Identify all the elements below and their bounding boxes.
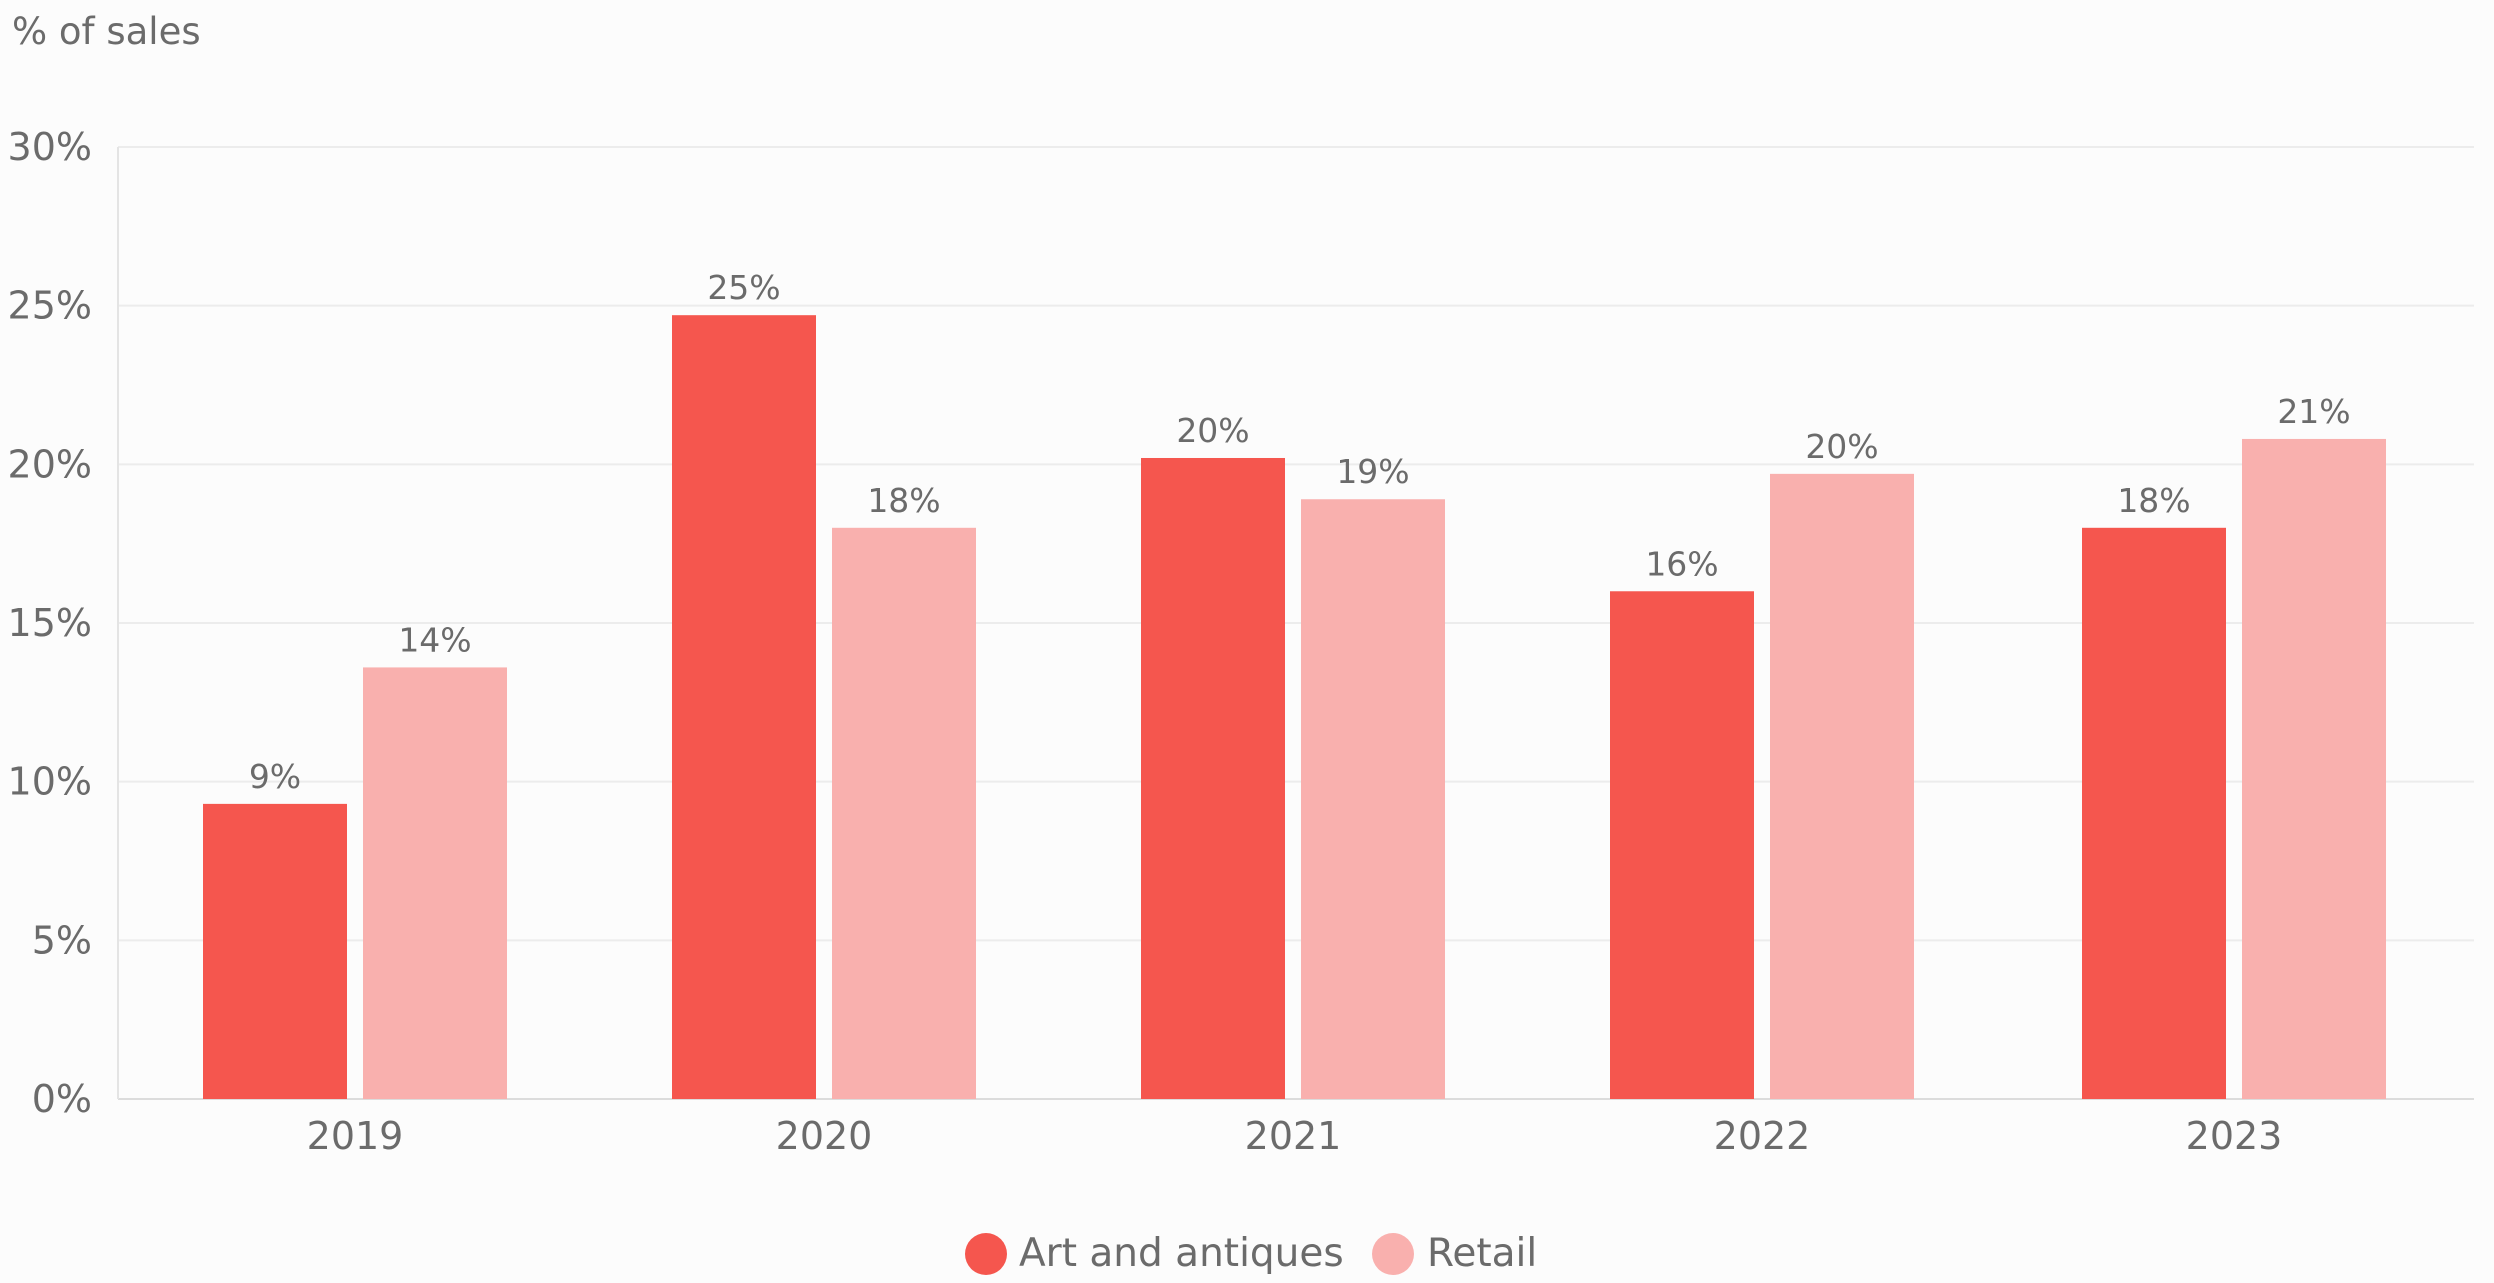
bar-art-and-antiques-2023[interactable]: [2082, 527, 2226, 1099]
x-tick-label: 2020: [776, 1114, 873, 1158]
data-label: 16%: [1645, 544, 1718, 583]
legend-item-art-and-antiques[interactable]: Art and antiques: [965, 1231, 1344, 1276]
bar-retail-2022[interactable]: [1770, 473, 1914, 1099]
legend[interactable]: Art and antiques Retail: [965, 1231, 1537, 1276]
data-label: 21%: [2277, 392, 2350, 431]
y-tick-label: 15%: [8, 601, 92, 645]
x-tick-label: 2023: [2186, 1114, 2283, 1158]
bar-art-and-antiques-2021[interactable]: [1141, 457, 1285, 1099]
bar-art-and-antiques-2022[interactable]: [1610, 591, 1754, 1099]
y-tick-label: 25%: [8, 284, 92, 328]
data-label: 14%: [398, 620, 471, 659]
y-tick-label: 10%: [8, 760, 92, 804]
y-tick-label: 5%: [32, 918, 92, 962]
data-label: 25%: [707, 268, 780, 307]
legend-swatch: [965, 1233, 1007, 1275]
data-label: 19%: [1336, 452, 1409, 491]
bar-art-and-antiques-2019[interactable]: [203, 803, 347, 1099]
bar-retail-2019[interactable]: [363, 667, 507, 1099]
data-label: 20%: [1805, 427, 1878, 466]
data-label: 9%: [249, 757, 301, 796]
y-tick-label: 20%: [8, 442, 92, 486]
y-axis-title: % of sales: [12, 10, 201, 53]
legend-label: Art and antiques: [1019, 1231, 1344, 1276]
x-tick-label: 2022: [1714, 1114, 1811, 1158]
bar-art-and-antiques-2020[interactable]: [672, 315, 816, 1100]
data-label: 18%: [2117, 481, 2190, 520]
x-tick-label: 2019: [307, 1114, 404, 1158]
gridlines: [117, 146, 2474, 1100]
data-labels: 9% 14% 25% 18% 20% 19% 16% 20% 18% 21%: [249, 268, 2351, 796]
bar-retail-2023[interactable]: [2242, 438, 2386, 1099]
data-label: 18%: [867, 481, 940, 520]
y-axis-ticks: 0% 5% 10% 15% 20% 25% 30%: [8, 125, 92, 1121]
bar-retail-2021[interactable]: [1301, 499, 1445, 1099]
x-tick-label: 2021: [1245, 1114, 1342, 1158]
y-tick-label: 0%: [32, 1077, 92, 1121]
legend-swatch: [1372, 1233, 1414, 1275]
data-label: 20%: [1176, 411, 1249, 450]
x-axis-ticks: 2019 2020 2021 2022 2023: [307, 1114, 2283, 1158]
legend-label: Retail: [1427, 1231, 1537, 1276]
legend-item-retail[interactable]: Retail: [1372, 1231, 1537, 1276]
bar-retail-2020[interactable]: [832, 527, 976, 1099]
bars: [203, 315, 2386, 1100]
y-tick-label: 30%: [8, 125, 92, 169]
